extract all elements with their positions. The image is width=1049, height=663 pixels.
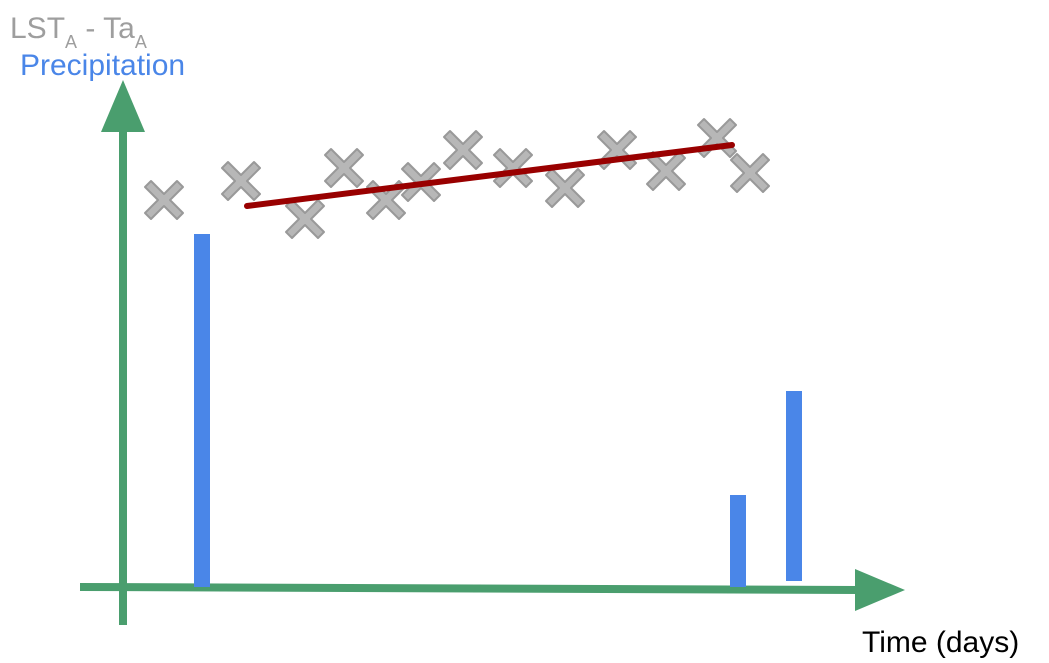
cross-marker-icon <box>730 153 770 193</box>
x-axis <box>79 569 905 611</box>
cross-marker-icon <box>221 161 261 201</box>
label-separator: - <box>77 12 103 45</box>
precipitation-bar <box>194 234 210 587</box>
y-axis-label-temperature-difference: LSTA - TaA <box>10 12 147 52</box>
ta-label: Ta <box>103 12 135 45</box>
lst-label: LST <box>10 12 65 45</box>
precipitation-bars <box>194 234 802 587</box>
cross-marker-icon <box>545 168 585 208</box>
precipitation-bar <box>730 495 746 587</box>
x-axis-label: Time (days) <box>862 626 1019 659</box>
cross-marker-icon <box>324 148 364 188</box>
y-axis-label-precipitation: Precipitation <box>20 49 185 82</box>
y-axis-arrowhead <box>101 80 145 132</box>
x-axis-arrowhead <box>855 569 905 611</box>
trend-line <box>244 142 735 209</box>
y-axis <box>101 80 145 625</box>
cross-marker-icon <box>443 130 483 170</box>
precipitation-bar <box>786 391 802 581</box>
cross-marker-icon <box>285 199 325 239</box>
cross-marker-icon <box>144 180 184 220</box>
x-axis-line <box>79 583 859 594</box>
lst-subscript: A <box>65 32 77 52</box>
ta-subscript: A <box>135 32 147 52</box>
